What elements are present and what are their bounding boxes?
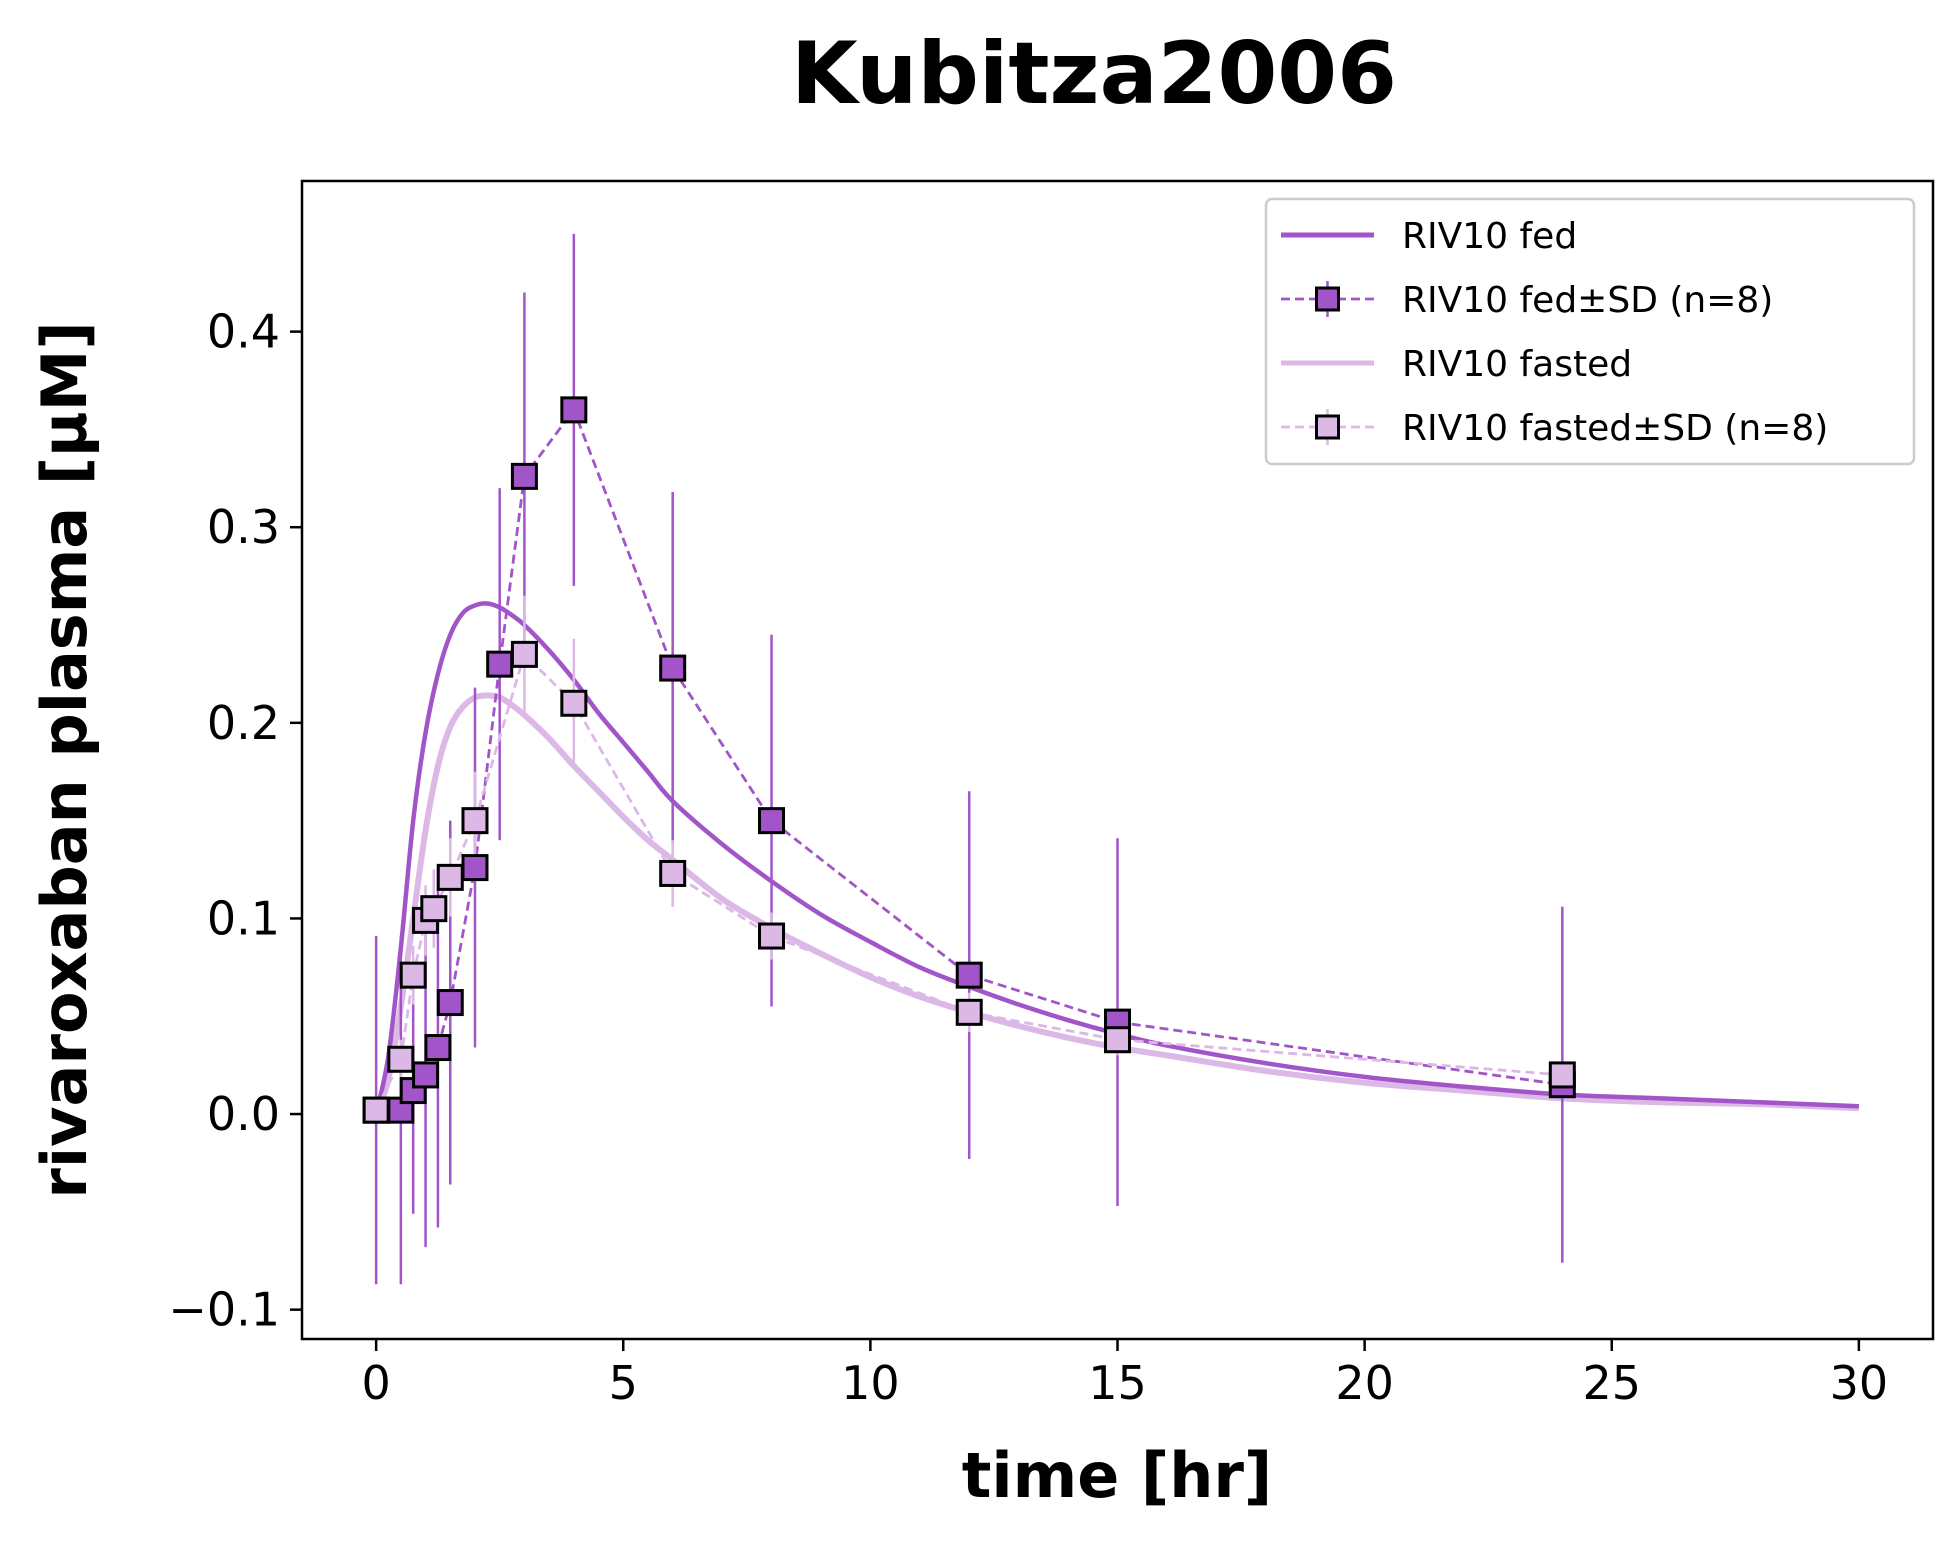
legend: RIV10 fed RIV10 fed±SD (n=8) RIV10 fasted R… (1264, 197, 1916, 466)
data-point-fed (659, 654, 687, 682)
data-point-fasted (362, 1096, 390, 1124)
data-point-fasted (1548, 1061, 1576, 1089)
x-tick-label: 15 (1088, 1356, 1147, 1410)
data-point-fed (461, 854, 489, 882)
data-point-fasted (387, 1045, 415, 1073)
data-point-fed (436, 989, 464, 1017)
simulation-line-fed (373, 601, 1859, 1115)
x-tick-label: 30 (1830, 1356, 1889, 1410)
x-tick-label: 25 (1582, 1356, 1641, 1410)
y-tick-label: 0.3 (207, 500, 280, 554)
x-tick-label: 0 (361, 1356, 390, 1410)
data-point-fed (955, 961, 983, 989)
data-point-fasted (955, 998, 983, 1026)
legend-box (1264, 197, 1916, 466)
x-tick-label: 20 (1335, 1356, 1394, 1410)
y-tick-label: 0.2 (207, 696, 280, 750)
legend-marker-riv10-fedpmsd-n-8- (1315, 286, 1340, 312)
data-point-fasted (659, 859, 687, 887)
legend-marker-riv10-fastedpmsd-n-8- (1315, 414, 1340, 440)
data-point-fed (412, 1061, 440, 1089)
y-tick-label: −0.1 (168, 1283, 280, 1337)
x-tick-label: 5 (609, 1356, 638, 1410)
data-point-fasted (420, 895, 448, 923)
legend-label-riv10-fedpmsd-n-8-: RIV10 fed±SD (n=8) (1402, 280, 1773, 321)
data-point-fed (560, 396, 588, 424)
data-point-fed (758, 807, 786, 835)
x-tick-label: 10 (841, 1356, 900, 1410)
y-tick-label: 0.4 (207, 305, 280, 359)
data-point-fasted (758, 922, 786, 950)
data-point-fasted (399, 961, 427, 989)
legend-label-riv10-fasted: RIV10 fasted (1402, 344, 1632, 385)
data-point-fed (424, 1034, 452, 1062)
data-point-fasted (436, 863, 464, 891)
data-point-fasted (510, 640, 538, 668)
chart-title: Kubitza2006 (791, 24, 1397, 124)
x-axis-title: time [hr] (962, 1439, 1273, 1512)
data-point-fed (486, 650, 514, 678)
y-tick-label: 0.0 (207, 1087, 280, 1141)
data-point-fasted (560, 689, 588, 717)
plot-area (362, 233, 1859, 1285)
data-point-fasted (461, 807, 489, 835)
data-line-fasted (374, 651, 1563, 1111)
y-axis-title: rivaroxaban plasma [µM] (28, 321, 101, 1198)
data-point-fed (510, 462, 538, 490)
y-tick-label: 0.1 (207, 891, 280, 945)
legend-label-riv10-fed: RIV10 fed (1402, 216, 1577, 257)
plot-content (362, 233, 1859, 1285)
axes: 0 5 10 15 20 25 30 −0.1 0.0 0.1 0.2 0.3 0.4 (168, 305, 1888, 1410)
legend-label-riv10-fastedpmsd-n-8-: RIV10 fasted±SD (n=8) (1402, 408, 1828, 449)
data-point-fasted (1104, 1026, 1131, 1054)
